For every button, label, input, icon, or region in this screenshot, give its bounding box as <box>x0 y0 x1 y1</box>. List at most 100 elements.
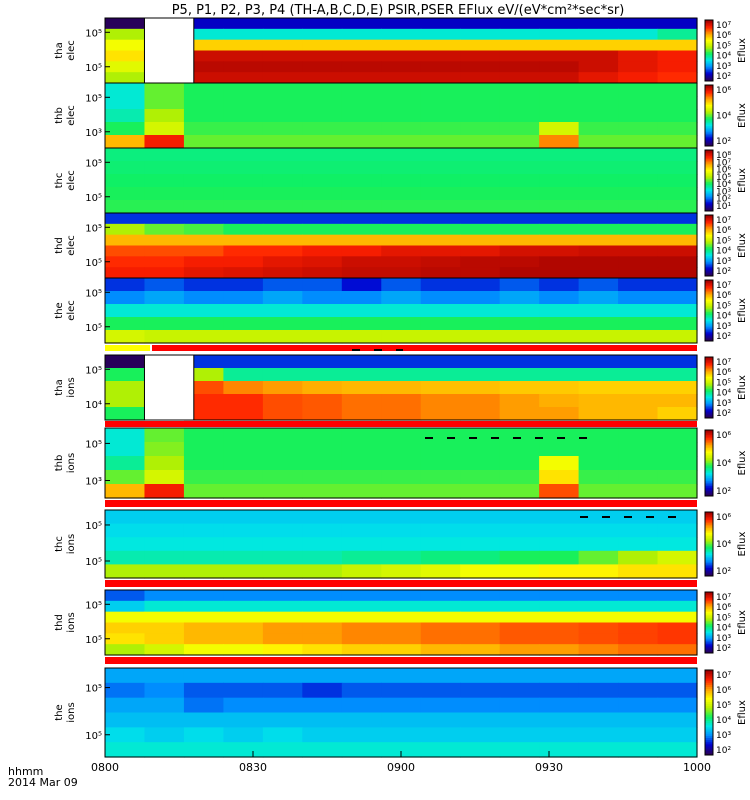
heatmap-cell <box>302 304 343 318</box>
time-axis: 0800 0830 0900 0930 1000 <box>91 751 711 774</box>
heatmap-cell <box>420 611 461 624</box>
colorbar-swatch <box>705 630 713 633</box>
heatmap-cell <box>381 611 422 624</box>
heatmap-cell <box>618 564 659 579</box>
heatmap-cell <box>105 50 146 62</box>
heatmap-cell <box>618 394 659 408</box>
heatmap-cell <box>105 109 146 123</box>
y-tick-label: 10⁵ <box>85 193 102 204</box>
heatmap-cell <box>381 644 422 656</box>
colorbar-swatch <box>705 622 713 625</box>
heatmap-cell <box>223 330 264 344</box>
colorbar-swatch <box>705 448 713 451</box>
heatmap-cell <box>420 96 461 110</box>
heatmap-cell <box>420 682 461 699</box>
colorbar-frame <box>704 429 714 497</box>
colorbar-swatch <box>705 308 713 311</box>
heatmap-cell <box>144 727 185 743</box>
heatmap-cell <box>578 456 619 471</box>
colorbar-swatch <box>705 561 713 564</box>
heatmap-cell <box>105 174 146 188</box>
heatmap-cell <box>539 200 580 214</box>
heatmap-cell <box>499 122 540 136</box>
colorbar-swatch <box>705 142 713 145</box>
colorbar-swatch <box>705 318 713 321</box>
heatmap-cell <box>105 355 146 369</box>
heatmap-cell <box>223 135 264 149</box>
heatmap-cell <box>539 61 580 73</box>
colorbar-swatch <box>705 649 713 652</box>
panel-frame <box>104 354 698 421</box>
panel-frame <box>104 589 698 656</box>
colorbar-swatch <box>705 608 713 611</box>
heatmap-cell <box>618 407 659 421</box>
heatmap-cell <box>105 267 146 279</box>
colorbar-swatch <box>705 113 713 116</box>
panel-label-probe: tha <box>54 379 65 395</box>
heatmap-cell <box>381 278 422 292</box>
heatmap-cell <box>578 428 619 443</box>
colorbar-swatch <box>705 648 713 651</box>
colorbar-swatch <box>705 41 713 44</box>
heatmap-cell <box>460 50 501 62</box>
heatmap-cell <box>183 39 224 52</box>
heatmap-cell <box>183 564 224 579</box>
heatmap-cell <box>381 394 422 408</box>
heatmap-cell <box>578 96 619 110</box>
heatmap-cell <box>539 633 580 645</box>
colorbar-swatch <box>705 361 713 364</box>
colorbar-swatch <box>705 185 713 188</box>
heatmap-cell <box>420 590 461 602</box>
colorbar-swatch <box>705 512 713 515</box>
heatmap-cell <box>381 442 422 457</box>
heatmap-cell <box>460 484 501 499</box>
colorbar-tick-label: 10⁶ <box>716 603 731 613</box>
colorbar-swatch <box>705 634 713 637</box>
colorbar-swatch <box>705 201 713 204</box>
y-tick-label: 10⁵ <box>85 635 102 646</box>
colorbar-swatch <box>705 479 713 482</box>
colorbar-swatch <box>705 697 713 701</box>
colorbar-swatch <box>705 459 713 462</box>
colorbar-swatch <box>705 727 713 731</box>
heatmap-cell <box>618 523 659 538</box>
heatmap-cell <box>578 633 619 645</box>
colorbar-swatch <box>705 242 713 245</box>
heatmap-cell <box>578 484 619 499</box>
heatmap-cell <box>420 510 461 525</box>
colorbar-swatch <box>705 392 713 395</box>
heatmap-cell <box>223 223 264 236</box>
heatmap-cell <box>223 600 264 613</box>
heatmap-cell <box>223 245 264 257</box>
heatmap-cell <box>341 590 382 602</box>
heatmap-cell <box>262 394 303 408</box>
colorbar-swatch <box>705 645 713 648</box>
heatmap-cell <box>578 668 619 684</box>
colorbar-swatch <box>705 154 713 157</box>
heatmap-cell <box>183 330 224 344</box>
colorbar-swatch <box>705 266 713 269</box>
heatmap-cell <box>499 61 540 73</box>
heatmap-cell <box>144 174 185 188</box>
colorbar-swatch <box>705 186 713 189</box>
colorbar-swatch <box>705 230 713 233</box>
heatmap-cell <box>578 644 619 656</box>
colorbar-swatch <box>705 723 713 726</box>
heatmap-cell <box>539 267 580 279</box>
colorbar-swatch <box>705 304 713 307</box>
colorbar-swatch <box>705 110 713 113</box>
colorbar-tick-label: 10⁴ <box>716 624 731 634</box>
heatmap-cell <box>618 135 659 149</box>
heatmap-cell <box>341 50 382 62</box>
heatmap-cell <box>657 428 698 443</box>
colorbar-tick-label: 10⁷ <box>716 158 731 168</box>
heatmap-cell <box>460 267 501 279</box>
colorbar-swatch <box>705 469 713 472</box>
heatmap-cell <box>420 368 461 382</box>
heatmap-cell <box>460 456 501 471</box>
heatmap-cell <box>499 368 540 382</box>
x-tick-label: 1000 <box>683 761 711 774</box>
heatmap-cell <box>460 72 501 84</box>
